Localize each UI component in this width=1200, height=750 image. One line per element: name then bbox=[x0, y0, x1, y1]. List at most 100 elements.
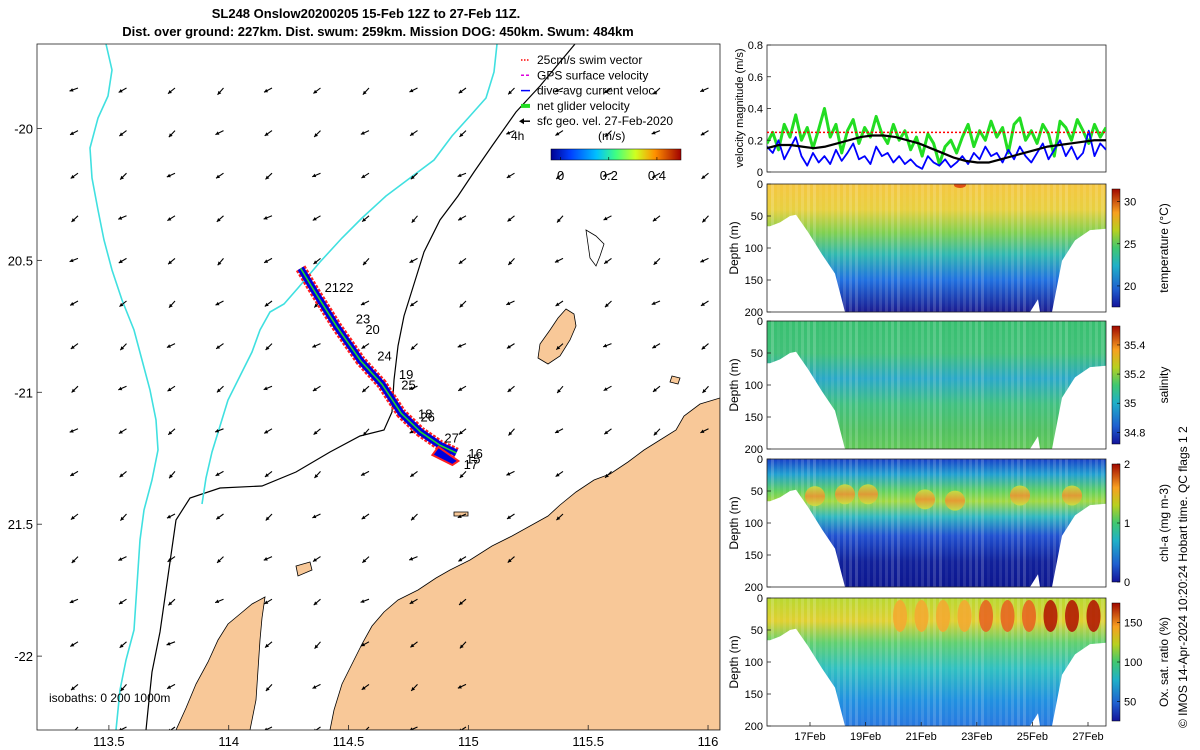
velocity-vector-head bbox=[409, 259, 414, 263]
glider-track bbox=[295, 265, 461, 467]
velocity-vector-head bbox=[217, 90, 222, 95]
section-streak bbox=[1017, 321, 1020, 449]
section-streak bbox=[777, 459, 780, 587]
map-x-tick-label: 115.5 bbox=[572, 734, 604, 749]
velocity-vector-head bbox=[265, 687, 270, 692]
section-ylabel: Depth (m) bbox=[727, 496, 741, 549]
map-x-tick-label: 114.5 bbox=[333, 734, 365, 749]
section-streak bbox=[819, 321, 822, 449]
section-streak bbox=[867, 321, 870, 449]
velocity-vector-head bbox=[459, 728, 462, 730]
section-colorbar-label: Ox. sat. ratio (%) bbox=[1157, 617, 1171, 707]
velocity-vector-head bbox=[410, 473, 415, 477]
velocity-vector-head bbox=[506, 515, 511, 519]
section-y-tick-label: 50 bbox=[751, 486, 763, 498]
velocity-vector-head bbox=[361, 515, 366, 520]
velocity-vector-head bbox=[409, 429, 414, 434]
velocity-vector-head bbox=[554, 88, 559, 93]
section-ylabel: Depth (m) bbox=[727, 221, 741, 274]
section-colorbar-tick-label: 35.4 bbox=[1124, 340, 1145, 352]
temp-surface-warm bbox=[954, 184, 966, 188]
velocity-vector-head bbox=[69, 88, 74, 92]
velocity-vector-head bbox=[169, 474, 173, 479]
section-streak bbox=[1065, 184, 1068, 312]
velocity-vector-head bbox=[264, 473, 269, 477]
velocity-vector-head bbox=[314, 474, 319, 479]
section-y-tick-label: 100 bbox=[745, 243, 763, 255]
section-colorbar-label: chl-a (mg m-3) bbox=[1157, 484, 1171, 562]
section-streak bbox=[999, 598, 1002, 726]
velocity-vector-head bbox=[70, 301, 75, 306]
section-x-tick-label: 17Feb bbox=[794, 731, 825, 743]
section-streak bbox=[903, 184, 906, 312]
section-streak bbox=[825, 184, 828, 312]
section-streak bbox=[1083, 459, 1086, 587]
section-streak bbox=[927, 321, 930, 449]
section-image bbox=[767, 321, 1106, 449]
section-y-tick-label: 50 bbox=[751, 625, 763, 637]
section-streak bbox=[1047, 598, 1050, 726]
section-streak bbox=[981, 459, 984, 587]
section-streak bbox=[957, 459, 960, 587]
section-streak bbox=[981, 598, 984, 726]
section-y-tick-label: 200 bbox=[745, 721, 763, 733]
section-streak bbox=[909, 321, 912, 449]
section-streak bbox=[1041, 598, 1044, 726]
velocity-vector-head bbox=[119, 643, 124, 648]
legend-label: sfc geo. vel. 27-Feb-2020 bbox=[537, 114, 673, 128]
section-data bbox=[767, 184, 1106, 312]
velocity-vector-head bbox=[314, 644, 319, 649]
day-label: 20 bbox=[365, 322, 379, 337]
velocity-vector-head bbox=[362, 558, 367, 563]
section-streak bbox=[951, 598, 954, 726]
section-streak bbox=[807, 459, 810, 587]
chart-title-line1: SL248 Onslow20200205 15-Feb 12Z to 27-Fe… bbox=[211, 6, 521, 21]
section-streak bbox=[1041, 184, 1044, 312]
oxygen-maximum bbox=[1086, 600, 1101, 632]
section-streak bbox=[909, 184, 912, 312]
section-y-tick-label: 200 bbox=[745, 444, 763, 456]
section-streak bbox=[945, 184, 948, 312]
section-streak bbox=[951, 321, 954, 449]
section-streak bbox=[837, 321, 840, 449]
velocity-vector-head bbox=[313, 601, 318, 606]
velocity-vector-head bbox=[69, 258, 74, 263]
section-streak bbox=[825, 321, 828, 449]
section-y-tick-label: 0 bbox=[757, 593, 763, 605]
velocity-vector-head bbox=[458, 430, 463, 435]
velocity-vector-head bbox=[265, 643, 269, 648]
velocity-vector-head bbox=[312, 173, 317, 178]
section-y-tick-label: 150 bbox=[745, 689, 763, 701]
map-x-tick-label: 116 bbox=[698, 734, 719, 749]
velocity-vector-head bbox=[361, 174, 366, 179]
section-streak bbox=[873, 459, 876, 587]
section-streak bbox=[867, 184, 870, 312]
chla-bloom bbox=[805, 486, 825, 507]
section-streak bbox=[801, 459, 804, 587]
section-streak bbox=[933, 184, 936, 312]
section-temperature: 0 50 100 150 200 Depth (m) 20 25 30 temperature (… bbox=[727, 179, 1171, 319]
velocity-vector-head bbox=[409, 88, 414, 93]
velocity-vector-head bbox=[361, 686, 366, 690]
mainland-coast bbox=[329, 397, 720, 730]
velocity-vector-head bbox=[363, 261, 367, 266]
section-streak bbox=[1065, 598, 1068, 726]
section-streak bbox=[987, 459, 990, 587]
map-frame bbox=[36, 43, 721, 731]
section-streak bbox=[873, 184, 876, 312]
section-streak bbox=[987, 184, 990, 312]
section-streak bbox=[963, 321, 966, 449]
velocity-vector-head bbox=[215, 472, 220, 476]
velocity-vector-head bbox=[457, 343, 462, 348]
velocity-vector-head bbox=[166, 641, 171, 646]
section-streak bbox=[1071, 598, 1074, 726]
chla-bloom bbox=[858, 484, 878, 505]
velocity-vector-head bbox=[168, 430, 173, 435]
section-streak bbox=[1023, 598, 1026, 726]
map-y-tick-label: -21 bbox=[14, 385, 33, 400]
section-streak bbox=[921, 459, 924, 587]
section-streak bbox=[825, 598, 828, 726]
section-streak bbox=[897, 184, 900, 312]
peninsula bbox=[175, 596, 266, 730]
section-oxygen: 0 50 100 150 200 Depth (m) 50 100 150 Ox. sat. ra… bbox=[727, 593, 1171, 743]
